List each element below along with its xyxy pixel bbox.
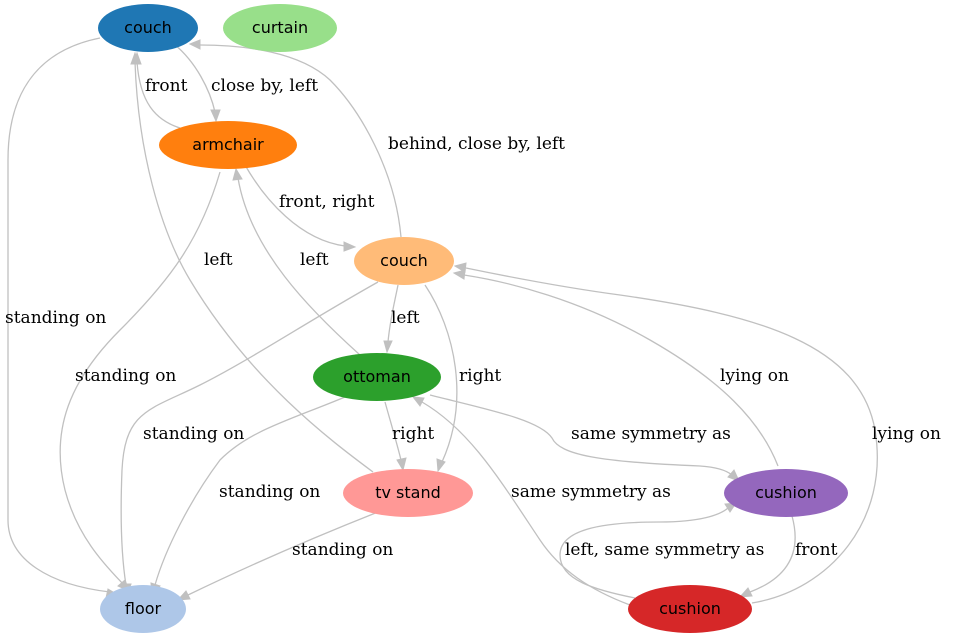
node-floor-shape (100, 585, 186, 633)
edge-label-armchair-floor: standing on (75, 366, 176, 386)
node-cushion-right-shape (724, 469, 848, 517)
edge-cushion-right-to-cushion-bottom (738, 515, 796, 598)
edge-couch-top-to-armchair (173, 43, 221, 123)
edge-label-cushion-right-couch-mid: lying on (720, 366, 789, 386)
node-cushion-bottom-label: cushion (659, 599, 721, 618)
edge-couch-mid-to-ottoman (383, 284, 399, 354)
node-tv-stand-shape (343, 469, 473, 517)
edge-label-cushion-right-cushion-bottom: front (795, 540, 838, 560)
node-couch-top-shape (98, 4, 198, 52)
node-armchair-label: armchair (192, 135, 264, 154)
edge-label-couch-mid-floor: standing on (143, 424, 244, 444)
edge-ottoman-to-armchair (232, 167, 361, 356)
node-ottoman-shape (313, 353, 441, 401)
node-tv-stand-label: tv stand (375, 483, 441, 502)
edge-labels: front close by, left behind, close by, l… (5, 76, 941, 560)
edge-label-couch-mid-couch-top: behind, close by, left (388, 134, 565, 154)
node-ottoman[interactable]: ottoman (313, 353, 441, 401)
edge-label-tv-stand-floor: standing on (292, 540, 393, 560)
node-cushion-right-label: cushion (755, 483, 817, 502)
node-couch-mid-label: couch (380, 251, 428, 270)
edge-couch-mid-to-tv-stand (424, 284, 458, 473)
node-cushion-bottom[interactable]: cushion (628, 585, 752, 633)
node-tv-stand[interactable]: tv stand (343, 469, 473, 517)
edge-armchair-to-couch-mid (244, 164, 357, 252)
edge-ottoman-to-cushion-right (429, 394, 740, 482)
edge-label-couch-mid-ottoman: left (391, 308, 420, 328)
nodes: couch curtain armchair couch ottoman tv … (98, 4, 848, 633)
edge-label-ottoman-tv-stand: right (392, 424, 434, 444)
edge-tv-stand-to-couch-top (130, 51, 374, 473)
edge-label-armchair-couch-top: front (145, 76, 188, 96)
edge-label-tv-stand-couch-top: left (204, 250, 233, 270)
node-couch-mid-shape (354, 237, 454, 285)
edge-label-cushion-bottom-cushion-right: left, same symmetry as (565, 540, 764, 560)
node-cushion-bottom-shape (628, 585, 752, 633)
edge-label-couch-top-floor: standing on (5, 308, 106, 328)
node-couch-mid[interactable]: couch (354, 237, 454, 285)
edge-label-armchair-couch-mid: front, right (279, 192, 375, 212)
node-floor[interactable]: floor (100, 585, 186, 633)
node-couch-top[interactable]: couch (98, 4, 198, 52)
node-cushion-right[interactable]: cushion (724, 469, 848, 517)
edge-couch-mid-to-couch-top (188, 39, 402, 238)
node-armchair-shape (159, 121, 297, 169)
edge-label-couch-top-armchair: close by, left (211, 76, 318, 96)
edge-label-ottoman-cushion-right: same symmetry as (571, 424, 731, 444)
node-armchair[interactable]: armchair (159, 121, 297, 169)
edge-label-cushion-bottom-couch-mid: lying on (872, 424, 941, 444)
edge-tv-stand-to-floor (176, 511, 379, 601)
edge-cushion-right-to-couch-mid (452, 269, 779, 467)
node-curtain-shape (223, 4, 337, 52)
node-curtain-label: curtain (252, 18, 308, 37)
edge-ottoman-to-tv-stand (384, 401, 407, 472)
edge-label-cushion-bottom-ottoman: same symmetry as (511, 482, 671, 502)
node-floor-label: floor (125, 599, 162, 618)
edges (7, 37, 878, 606)
node-curtain[interactable]: curtain (223, 4, 337, 52)
edge-label-ottoman-armchair: left (300, 250, 329, 270)
node-ottoman-label: ottoman (343, 367, 411, 386)
node-couch-top-label: couch (124, 18, 172, 37)
edge-cushion-bottom-to-couch-mid (453, 262, 878, 604)
edge-label-couch-mid-tv-stand: right (459, 366, 501, 386)
edge-label-ottoman-floor: standing on (219, 482, 320, 502)
